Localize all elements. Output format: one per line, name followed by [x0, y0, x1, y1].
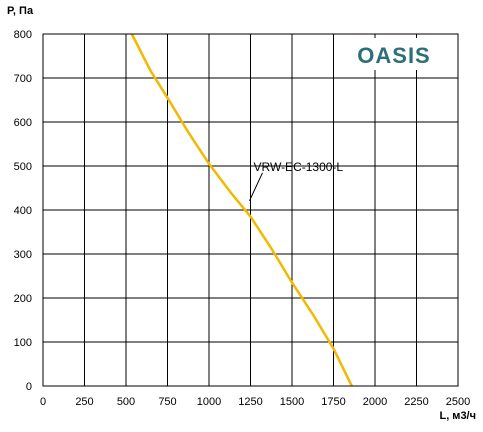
x-tick-label: 2250 — [404, 396, 428, 408]
x-tick-label: 1750 — [321, 396, 345, 408]
x-tick-label: 1250 — [238, 396, 262, 408]
y-tick-labels: 0 100 200 300 400 500 600 700 800 — [14, 29, 32, 393]
series-line-0 — [130, 33, 353, 387]
x-tick-labels: 0 250 500 750 1000 1250 1500 1750 2000 2250 2500 — [40, 396, 470, 408]
x-tick-label: 1000 — [197, 396, 221, 408]
x-tick-label: 2000 — [363, 396, 387, 408]
y-tick-label: 700 — [14, 73, 32, 85]
annotations: VRW-EC-1300-L — [249, 160, 344, 202]
y-axis-title: P, Па — [7, 5, 34, 17]
brand-logo-background — [353, 38, 435, 70]
x-tick-label: 250 — [75, 396, 93, 408]
grid — [42, 33, 459, 387]
y-tick-label: 100 — [14, 337, 32, 349]
y-tick-label: 600 — [14, 117, 32, 129]
plot-frame — [42, 33, 459, 387]
x-tick-label: 500 — [117, 396, 135, 408]
x-tick-label: 2500 — [446, 396, 470, 408]
series-label: VRW-EC-1300-L — [254, 160, 344, 174]
y-tick-label: 200 — [14, 293, 32, 305]
x-tick-label: 0 — [40, 396, 46, 408]
series-lines — [130, 33, 353, 387]
y-tick-label: 800 — [14, 29, 32, 41]
y-tick-label: 0 — [26, 381, 32, 393]
x-tick-label: 750 — [158, 396, 176, 408]
y-tick-label: 400 — [14, 205, 32, 217]
oasis-logo: OASIS — [357, 43, 430, 68]
y-tick-label: 500 — [14, 161, 32, 173]
x-axis-title: L, м3/ч — [439, 410, 476, 422]
x-tick-label: 1500 — [280, 396, 304, 408]
y-tick-label: 300 — [14, 249, 32, 261]
annotation-leader-line — [249, 172, 263, 202]
